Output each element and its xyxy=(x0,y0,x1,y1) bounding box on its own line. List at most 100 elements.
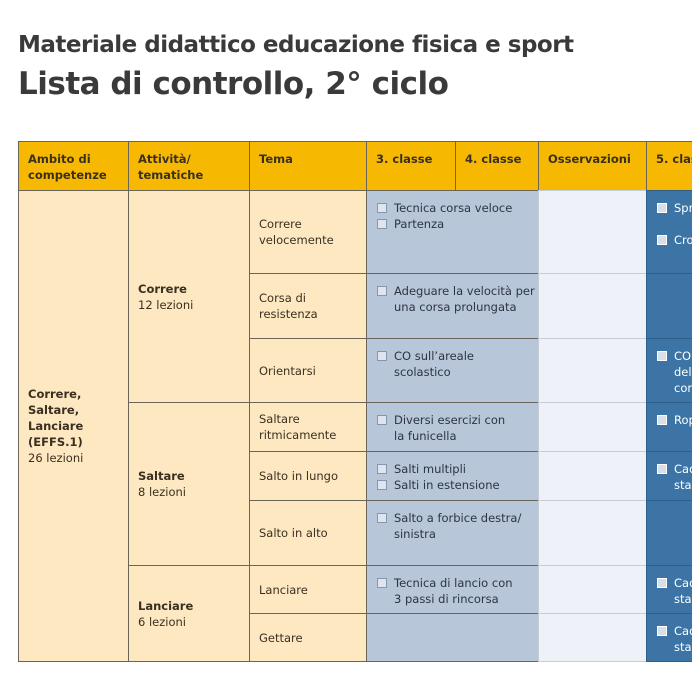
activity-cell: Lanciare 6 lezioni xyxy=(128,565,250,662)
column-header: 5. clas xyxy=(646,141,692,191)
item-text: Tecnica corsa veloce xyxy=(394,201,513,215)
item-text: Cad star xyxy=(674,576,692,606)
checkbox xyxy=(377,464,387,474)
checklist-item: Spr xyxy=(657,200,692,216)
checklist-item: Cro xyxy=(657,232,692,248)
item-text: Cad star xyxy=(674,624,692,654)
topic-cell: Corsa di resistenza xyxy=(249,273,367,339)
class-3-4-cell: CO sull’areale scolastico xyxy=(366,338,539,403)
class-3-4-cell: Tecnica di lancio con 3 passi di rincors… xyxy=(366,565,539,614)
item-text: Tecnica di lancio con 3 passi di rincors… xyxy=(394,576,513,606)
domain-text: Correre, Saltare, Lanciare (EFFS.1) 26 le… xyxy=(28,386,83,466)
item-text: Cad star xyxy=(674,462,692,492)
topic-cell: Correre velocemente xyxy=(249,190,367,274)
checklist: Rop xyxy=(657,412,692,444)
item-text: CO sull’areale scolastico xyxy=(394,349,474,379)
checklist-item: Diversi esercizi con la funicella xyxy=(377,412,505,444)
checkbox xyxy=(657,203,667,213)
class-5-cell: CO del con xyxy=(646,338,692,403)
item-text: Cro xyxy=(674,233,692,247)
checklist-item: Tecnica corsa veloce xyxy=(377,200,512,216)
checklist-item: Cad star xyxy=(657,575,692,607)
checklist-item: Cad star xyxy=(657,623,692,655)
observations-cell xyxy=(538,190,647,274)
item-text: CO del con xyxy=(674,349,692,395)
checkbox xyxy=(657,351,667,361)
checkbox xyxy=(377,203,387,213)
checkbox xyxy=(377,578,387,588)
observations-cell xyxy=(538,273,647,339)
checkbox xyxy=(377,286,387,296)
checklist-item: Salti multipli xyxy=(377,461,500,477)
checklist: Adeguare la velocità per una corsa prolu… xyxy=(377,283,535,315)
checklist: CO sull’areale scolastico xyxy=(377,348,474,380)
class-3-4-cell: Tecnica corsa veloce Partenza xyxy=(366,190,539,274)
title: Lista di controllo, 2° ciclo xyxy=(18,66,449,102)
checkbox xyxy=(377,480,387,490)
activity-lessons: 8 lezioni xyxy=(138,485,186,499)
checklist: CO del con xyxy=(657,348,692,412)
checklist-item: Rop xyxy=(657,412,692,428)
activity-cell: Saltare 8 lezioni xyxy=(128,402,250,566)
observations-cell xyxy=(538,565,647,614)
item-text: Spr xyxy=(674,201,692,215)
item-text: Salti multipli xyxy=(394,462,466,476)
topic-cell: Salto in alto xyxy=(249,500,367,566)
activity-lessons: 12 lezioni xyxy=(138,297,194,312)
column-header: Tema xyxy=(249,141,367,191)
column-header: Ambito di competenze xyxy=(18,141,129,191)
checklist: Spr Cro xyxy=(657,200,692,264)
class-3-4-cell: Salti multipli Salti in estensione xyxy=(366,451,539,501)
checklist-item: CO sull’areale scolastico xyxy=(377,348,474,380)
checkbox xyxy=(657,235,667,245)
item-text: Diversi esercizi con la funicella xyxy=(394,413,506,443)
class-5-cell: Cad star xyxy=(646,613,692,662)
subtitle: Materiale didattico educazione fisica e … xyxy=(18,32,574,58)
item-text: Partenza xyxy=(394,217,445,231)
topic-cell: Orientarsi xyxy=(249,338,367,403)
column-header: 3. classe xyxy=(366,141,456,191)
class-5-cell xyxy=(646,500,692,566)
observations-cell xyxy=(538,402,647,452)
activity-name: Correre xyxy=(138,281,187,296)
checklist: Cad star xyxy=(657,461,692,509)
activity-lessons: 6 lezioni xyxy=(138,614,186,629)
topic-cell: Gettare xyxy=(249,613,367,662)
column-header: 4. classe xyxy=(455,141,539,191)
checkbox xyxy=(377,415,387,425)
activity-cell: Correre 12 lezioni xyxy=(128,190,250,403)
checkbox xyxy=(377,513,387,523)
domain-lessons: 26 lezioni xyxy=(28,451,84,465)
item-text: Rop xyxy=(674,413,692,427)
checkbox xyxy=(657,578,667,588)
column-header: Attività/ tematiche xyxy=(128,141,250,191)
activity-name: Lanciare xyxy=(138,598,194,613)
domain-cell: Correre, Saltare, Lanciare (EFFS.1) 26 le… xyxy=(18,190,129,662)
item-text: Salti in estensione xyxy=(394,478,500,492)
checklist: Diversi esercizi con la funicella xyxy=(377,412,505,444)
class-3-4-cell: Diversi esercizi con la funicella xyxy=(366,402,539,452)
checklist: Salti multipli Salti in estensione xyxy=(377,461,500,493)
observations-cell xyxy=(538,338,647,403)
class-5-cell xyxy=(646,273,692,339)
topic-cell: Saltare ritmicamente xyxy=(249,402,367,452)
topic-cell: Lanciare xyxy=(249,565,367,614)
activity-text: Lanciare 6 lezioni xyxy=(138,598,193,630)
checklist-item: CO del con xyxy=(657,348,692,396)
column-header: Osservazioni xyxy=(538,141,647,191)
checkbox xyxy=(657,464,667,474)
observations-cell xyxy=(538,451,647,501)
checklist: Cad star xyxy=(657,575,692,623)
domain-name: Correre, Saltare, Lanciare (EFFS.1) xyxy=(28,387,84,449)
checkbox xyxy=(377,351,387,361)
topic-cell: Salto in lungo xyxy=(249,451,367,501)
observations-cell xyxy=(538,613,647,662)
activity-name: Saltare xyxy=(138,469,185,483)
class-5-cell: Cad star xyxy=(646,565,692,614)
checkbox xyxy=(377,219,387,229)
class-3-4-cell: Salto a forbice destra/ sinistra xyxy=(366,500,539,566)
checklist-item: Tecnica di lancio con 3 passi di rincors… xyxy=(377,575,513,607)
checklist: Tecnica di lancio con 3 passi di rincors… xyxy=(377,575,513,607)
item-text: Salto a forbice destra/ sinistra xyxy=(394,511,522,541)
